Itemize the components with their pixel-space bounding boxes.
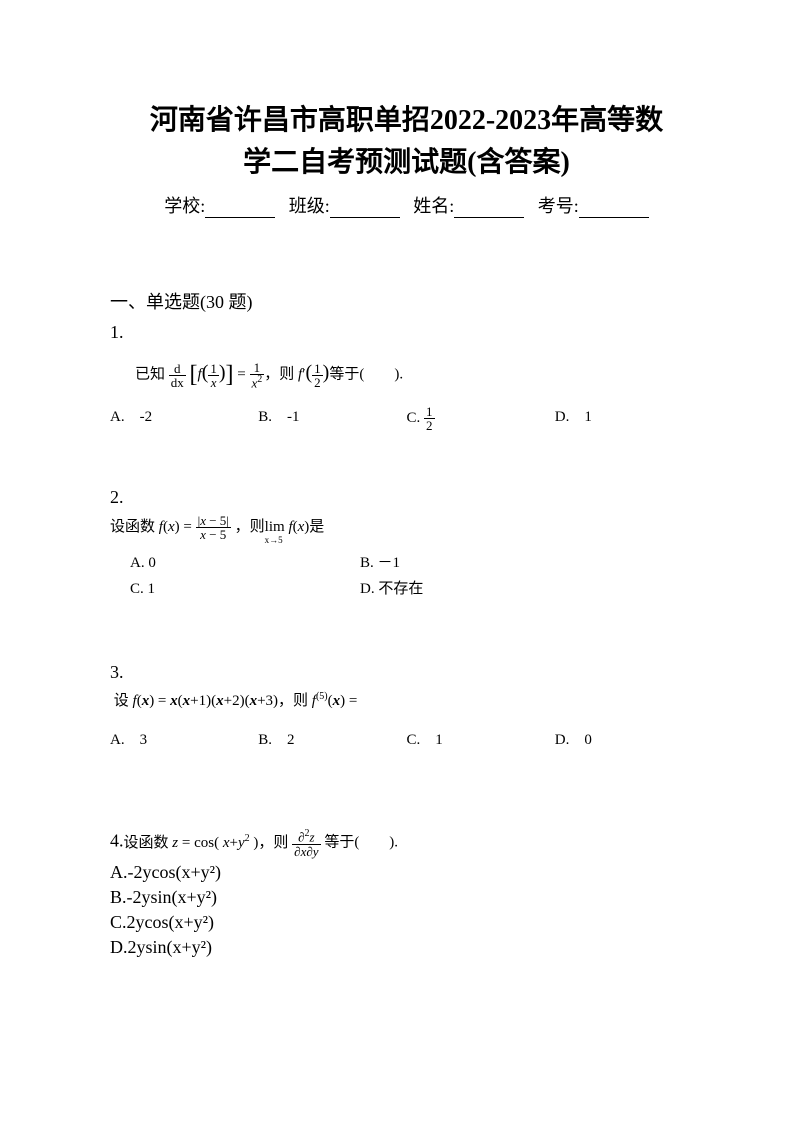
- q2-stem: 设函数 f(x) = |x − 5|x − 5 ，则limx→5 f(x)是: [110, 514, 703, 541]
- q3-number: 3.: [110, 662, 703, 683]
- q4-opt-a: A.-2ycos(x+y²): [110, 860, 703, 885]
- q2-opt-a: A. 0: [130, 551, 360, 577]
- q1-opt-d: D. 1: [555, 405, 703, 432]
- q4-stem-prefix: 设函数 z = cos( x+y2 )，则: [124, 835, 289, 851]
- q4-opt-d: D.2ysin(x+y²): [110, 935, 703, 960]
- q3-opt-a: A. 3: [110, 728, 258, 749]
- page-title: 河南省许昌市高职单招2022-2023年高等数 学二自考预测试题(含答案): [110, 100, 703, 184]
- question-1: 1. 已知 ddx [f(1x)] = 1x2，则 f′(12)等于( ). A…: [110, 322, 703, 432]
- q4-options: A.-2ycos(x+y²) B.-2ysin(x+y²) C.2ycos(x+…: [110, 860, 703, 961]
- section-header: 一、单选题(30 题): [110, 288, 703, 314]
- q1-opt-a: A. -2: [110, 405, 258, 432]
- q4-number: 4.: [110, 831, 124, 851]
- q1-stem-suffix: 等于( ).: [329, 367, 403, 383]
- name-blank: [454, 199, 524, 218]
- q4-partial: ∂2z∂x∂y: [292, 829, 320, 857]
- class-label: 班级:: [289, 196, 330, 216]
- q1-opt-c-frac: 12: [424, 405, 435, 432]
- q3-stem: 设 f(x) = x(x+1)(x+2)(x+3)，则 f(5)(x) =: [110, 689, 703, 710]
- info-line: 学校: 班级: 姓名: 考号:: [110, 192, 703, 218]
- q3-opt-c: C. 1: [407, 728, 555, 749]
- q3-opt-b: B. 2: [258, 728, 406, 749]
- question-2: 2. 设函数 f(x) = |x − 5|x − 5 ，则limx→5 f(x)…: [110, 487, 703, 602]
- q4-opt-b: B.-2ysin(x+y²): [110, 885, 703, 910]
- q2-stem-suffix: 是: [309, 519, 324, 535]
- q2-opt-c: C. 1: [130, 577, 360, 603]
- school-label: 学校:: [164, 196, 205, 216]
- title-line-1: 河南省许昌市高职单招2022-2023年高等数: [110, 100, 703, 142]
- q1-ddx: ddx: [169, 362, 186, 389]
- class-blank: [330, 199, 400, 218]
- q1-opt-b: B. -1: [258, 405, 406, 432]
- q4-opt-c: C.2ycos(x+y²): [110, 910, 703, 935]
- q4-stem: 4.设函数 z = cos( x+y2 )，则 ∂2z∂x∂y 等于( ).: [110, 829, 703, 857]
- q1-number: 1.: [110, 322, 703, 343]
- q3-options: A. 3 B. 2 C. 1 D. 0: [110, 728, 703, 749]
- q1-options: A. -2 B. -1 C. 12 D. 1: [110, 405, 703, 432]
- q1-stem: 已知 ddx [f(1x)] = 1x2，则 f′(12)等于( ).: [135, 361, 703, 389]
- question-3: 3. 设 f(x) = x(x+1)(x+2)(x+3)，则 f(5)(x) =…: [110, 662, 703, 749]
- q2-options: A. 0 B. －1 C. 1 D. 不存在: [130, 551, 703, 602]
- q4-stem-suffix: 等于( ).: [324, 835, 398, 851]
- q3-opt-d: D. 0: [555, 728, 703, 749]
- examno-blank: [579, 199, 649, 218]
- title-line-2: 学二自考预测试题(含答案): [110, 142, 703, 184]
- q1-opt-c-label: C.: [407, 410, 421, 426]
- q1-stem-prefix: 已知: [135, 367, 165, 383]
- q2-stem-mid: ，则: [235, 519, 265, 535]
- q2-number: 2.: [110, 487, 703, 508]
- q2-opt-b: B. －1: [360, 551, 400, 577]
- q2-opt-d: D. 不存在: [360, 577, 423, 603]
- q1-opt-c: C. 12: [407, 405, 555, 432]
- examno-label: 考号:: [538, 196, 579, 216]
- q2-stem-prefix: 设函数: [110, 519, 159, 535]
- name-label: 姓名:: [413, 196, 454, 216]
- school-blank: [205, 199, 275, 218]
- question-4: 4.设函数 z = cos( x+y2 )，则 ∂2z∂x∂y 等于( ). A…: [110, 829, 703, 960]
